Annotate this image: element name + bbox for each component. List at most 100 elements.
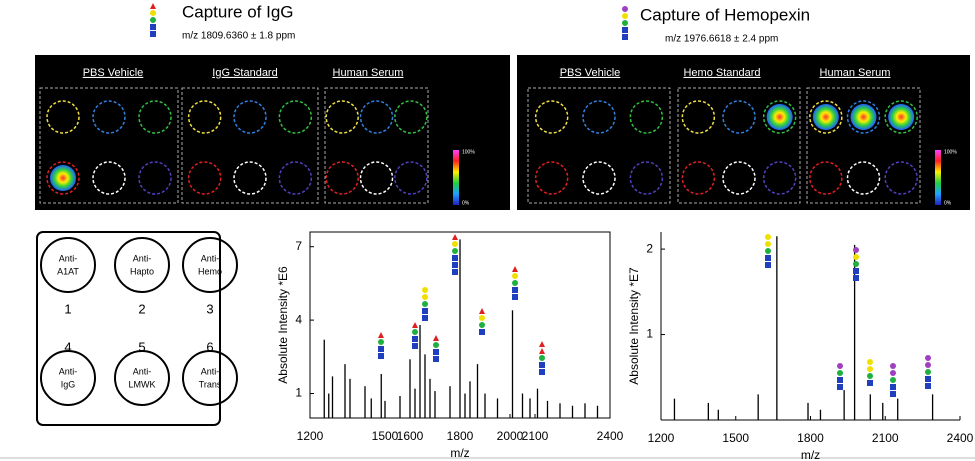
glycan-icon [150, 10, 156, 16]
glycan-icon [622, 13, 628, 19]
well [809, 100, 843, 134]
colorbar-label: 0% [462, 200, 470, 206]
glycan-icon [765, 241, 771, 247]
x-tick-label: 1500 [372, 429, 399, 443]
glycan-icon [837, 363, 843, 369]
well-box [181, 87, 319, 204]
glycan-icon [479, 315, 485, 321]
well [846, 161, 881, 195]
well-box [324, 87, 429, 204]
well [92, 161, 126, 195]
well [187, 100, 222, 134]
glycan-icon [765, 234, 771, 240]
well-label: Anti- [201, 366, 220, 376]
well-box [39, 87, 179, 204]
well [534, 161, 569, 195]
glycan-icon [925, 362, 931, 368]
well [325, 100, 359, 134]
glycan-icon [422, 308, 428, 314]
well-box [527, 87, 671, 204]
glycan-icon [539, 362, 545, 368]
antibody-well [182, 350, 238, 406]
well [534, 100, 569, 134]
header-title: Capture of Hemopexin [640, 5, 810, 24]
glycan-icon [853, 247, 859, 253]
header-subtitle: m/z 1809.6360 ± 1.8 ppm [182, 31, 295, 42]
well [809, 161, 843, 195]
glycan-icon [765, 262, 771, 268]
glycan-icon [853, 275, 859, 281]
glycan-icon [925, 383, 931, 389]
x-axis-label: m/z [450, 446, 469, 460]
glycan-icon [512, 287, 518, 293]
x-tick-label: 1200 [297, 429, 324, 443]
well [582, 100, 616, 134]
signal-spot [888, 104, 915, 130]
diagram-box [36, 231, 221, 426]
well [278, 100, 313, 134]
well-label: Anti- [133, 253, 152, 263]
glycan-icon [890, 391, 896, 397]
glycan-icon [412, 329, 418, 335]
colorbar [935, 150, 941, 205]
x-tick-label: 2400 [947, 431, 974, 445]
x-tick-label: 2000 [497, 429, 524, 443]
glycan-icon [925, 369, 931, 375]
panel-label: PBS Vehicle [560, 67, 621, 79]
well [359, 161, 394, 195]
glycan-icon [150, 3, 156, 9]
antibody-well [182, 237, 238, 293]
glycan-icon [452, 248, 458, 254]
glycan-icon [890, 377, 896, 383]
well-label: Anti- [59, 253, 78, 263]
glycan-icon [867, 373, 873, 379]
glycan-icon [150, 31, 156, 37]
well [722, 100, 756, 134]
well [884, 161, 918, 195]
x-axis-label: m/z [801, 448, 820, 461]
glycan-icon [479, 322, 485, 328]
well-box [677, 87, 801, 204]
glycan-icon [433, 342, 439, 348]
glycan-icon [512, 266, 518, 272]
glycan-icon [853, 261, 859, 267]
well-number: 3 [206, 301, 213, 316]
well-label: IgG [61, 379, 76, 389]
well [325, 161, 359, 195]
glycan-icon [452, 234, 458, 240]
well [629, 161, 664, 195]
well-number: 4 [64, 339, 71, 354]
header-title: Capture of IgG [182, 2, 294, 21]
glycan-icon [150, 24, 156, 30]
glycan-icon [853, 268, 859, 274]
well-label: Hemo [198, 266, 222, 276]
well [394, 161, 428, 195]
glycan-icon [512, 273, 518, 279]
glycan-icon [925, 376, 931, 382]
well [681, 161, 716, 195]
well-number: 6 [206, 339, 213, 354]
x-tick-label: 2400 [597, 429, 624, 443]
panel-label: Human Serum [820, 67, 891, 79]
glycan-icon [433, 349, 439, 355]
well [846, 100, 881, 134]
well-number: 2 [138, 301, 145, 316]
glycan-icon [837, 384, 843, 390]
well [629, 100, 664, 134]
glycan-icon [765, 248, 771, 254]
glycan-icon [512, 280, 518, 286]
well [722, 161, 756, 195]
antibody-well [114, 350, 170, 406]
glycan-icon [622, 34, 628, 40]
colorbar-label: 0% [944, 200, 952, 206]
y-axis-label: Absolute Intensity *E7 [627, 267, 641, 385]
glycan-icon [867, 366, 873, 372]
well-label: Anti- [133, 366, 152, 376]
well [762, 161, 797, 195]
glycan-icon [890, 370, 896, 376]
panel-label: PBS Vehicle [83, 67, 144, 79]
well [884, 100, 918, 134]
well [46, 100, 80, 134]
well [46, 161, 80, 195]
y-tick-label: 1 [646, 327, 653, 341]
